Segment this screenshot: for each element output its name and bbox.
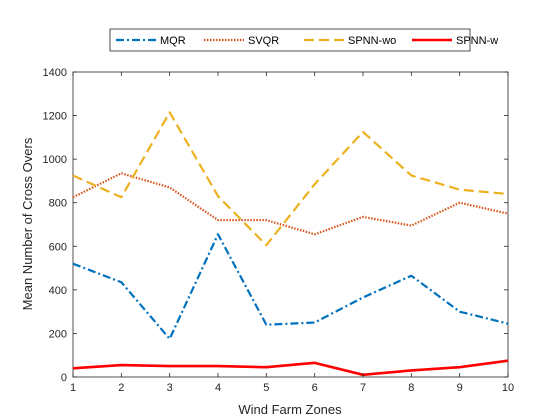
y-tick-label: 400 (49, 285, 67, 297)
legend-label: SVQR (248, 35, 279, 47)
y-tick-label: 200 (49, 328, 67, 340)
y-tick-label: 800 (49, 198, 67, 210)
y-tick-label: 0 (61, 372, 67, 384)
y-tick-label: 1400 (43, 67, 67, 79)
series-line-spnn-wo (72, 111, 509, 247)
x-tick-label: 7 (360, 382, 366, 394)
plot-area (72, 71, 509, 378)
x-axis-label: Wind Farm Zones (238, 402, 342, 417)
y-tick-label: 600 (49, 241, 67, 253)
legend-label: SPNN-wo (348, 35, 396, 47)
x-tick-label: 6 (312, 382, 318, 394)
legend-label: MQR (160, 35, 186, 47)
y-axis-label: Mean Number of Cross Overs (20, 137, 35, 310)
series-line-svqr (72, 172, 509, 236)
legend: MQR SVQR SPNN-wo SPNN-w (109, 28, 498, 52)
x-tick-label: 5 (263, 382, 269, 394)
x-axis: 1 2 3 4 5 6 7 8 9 10 (70, 72, 514, 394)
plot-box (72, 71, 509, 378)
legend-box (109, 28, 471, 52)
series-line-mqr (72, 233, 509, 340)
y-tick-label: 1200 (43, 111, 67, 123)
legend-label: SPNN-w (456, 35, 498, 47)
y-tick-label: 1000 (43, 154, 67, 166)
x-tick-label: 8 (408, 382, 414, 394)
x-tick-label: 2 (118, 382, 124, 394)
series-layer (72, 111, 509, 377)
series-line-spnn-w (72, 359, 509, 377)
x-tick-label: 10 (502, 382, 514, 394)
x-tick-label: 9 (457, 382, 463, 394)
x-tick-label: 1 (70, 382, 76, 394)
x-tick-label: 4 (215, 382, 221, 394)
x-tick-label: 3 (167, 382, 173, 394)
y-axis: 0 200 400 600 800 1000 1200 1400 (43, 67, 508, 384)
